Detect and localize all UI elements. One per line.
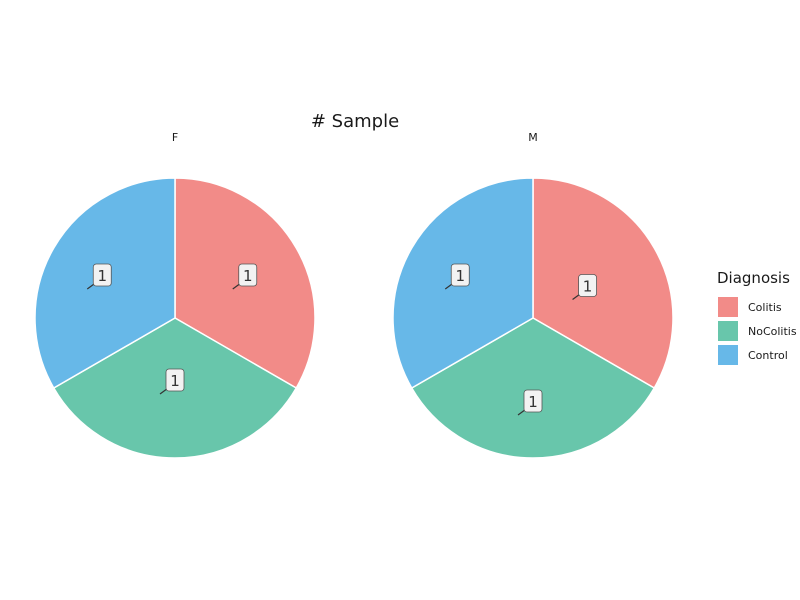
legend-item-nocolitis: NoColitis bbox=[718, 321, 797, 341]
legend-swatch bbox=[718, 345, 738, 365]
legend-swatch bbox=[718, 321, 738, 341]
legend-label: Control bbox=[748, 349, 788, 362]
slice-value-label: 1 bbox=[97, 267, 107, 285]
pie-slice-colitis bbox=[532, 177, 674, 390]
data-label-control: 1 bbox=[444, 263, 470, 290]
label-box bbox=[92, 263, 112, 287]
legend-item-colitis: Colitis bbox=[718, 297, 782, 317]
chart-title: # Sample bbox=[311, 111, 399, 132]
slice-value-label: 1 bbox=[243, 267, 253, 285]
label-box bbox=[523, 389, 543, 413]
slice-value-label: 1 bbox=[528, 393, 538, 411]
legend-label: NoColitis bbox=[748, 325, 797, 338]
slice-value-label: 1 bbox=[583, 278, 593, 296]
legend-label: Colitis bbox=[748, 301, 782, 314]
data-labels: 1 1 1 bbox=[444, 263, 597, 416]
data-label-nocolitis: 1 bbox=[159, 368, 185, 395]
data-labels: 1 1 1 bbox=[86, 263, 258, 395]
data-label-nocolitis: 1 bbox=[517, 389, 543, 416]
legend-items: Colitis NoColitis Control bbox=[718, 297, 797, 365]
slice-value-label: 1 bbox=[455, 267, 465, 285]
facet-label: M bbox=[528, 131, 538, 144]
facets-group: F 1 1 1 M 1 1 1 bbox=[34, 131, 674, 459]
label-box bbox=[238, 263, 258, 287]
legend-title: Diagnosis bbox=[717, 269, 790, 287]
label-box bbox=[165, 368, 185, 392]
legend-swatch bbox=[718, 297, 738, 317]
facet-M: M 1 1 1 bbox=[392, 131, 674, 459]
slice-value-label: 1 bbox=[170, 372, 180, 390]
legend-item-control: Control bbox=[718, 345, 788, 365]
data-label-control: 1 bbox=[86, 263, 112, 290]
label-box bbox=[578, 274, 597, 297]
data-label-colitis: 1 bbox=[232, 263, 258, 290]
legend: Diagnosis Colitis NoColitis Control bbox=[717, 269, 797, 365]
facet-F: F 1 1 1 bbox=[34, 131, 316, 459]
label-box bbox=[450, 263, 470, 287]
facet-label: F bbox=[172, 131, 178, 144]
data-label-colitis: 1 bbox=[572, 274, 597, 300]
